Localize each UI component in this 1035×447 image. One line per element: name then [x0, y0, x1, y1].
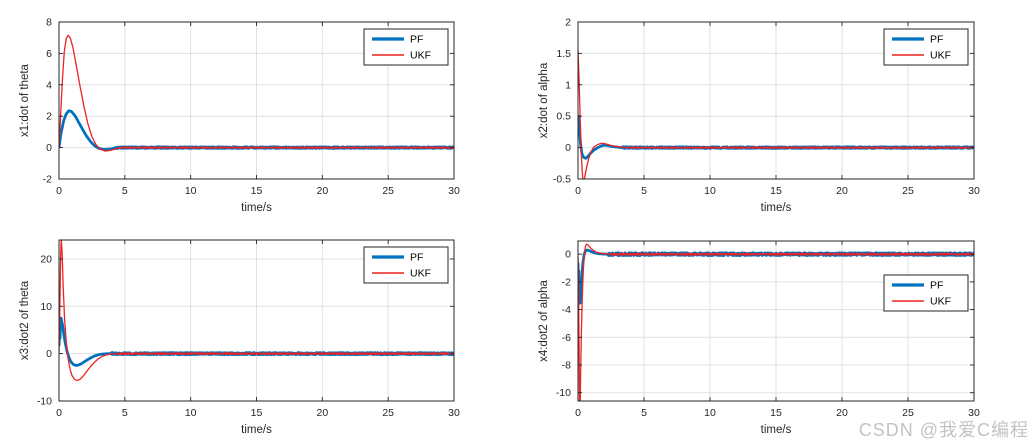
axis-box: [58, 239, 455, 402]
axis-box: [58, 21, 455, 180]
x-tick-label: 15: [251, 407, 263, 419]
x-axis-label: time/s: [761, 424, 792, 436]
y-tick-label: 0: [46, 348, 52, 360]
y-tick-label: 4: [46, 79, 52, 91]
x-axis-label: time/s: [241, 424, 272, 436]
y-tick-label: -10: [37, 396, 52, 408]
y-axis-label: x1:dot of theta: [19, 63, 31, 136]
legend-label: UKF: [930, 296, 951, 308]
x-tick-label: 5: [122, 185, 128, 197]
y-tick-label: 1.5: [556, 48, 571, 60]
axis-box: [577, 240, 975, 402]
y-tick-label: -2: [43, 174, 52, 186]
x-tick-label: 5: [122, 407, 128, 419]
x-tick-label: 30: [968, 407, 980, 419]
x-tick-label: 5: [641, 407, 647, 419]
legend: PF UKF: [883, 28, 969, 66]
x-tick-label: 25: [382, 407, 394, 419]
x-tick-label: 20: [836, 185, 848, 197]
ukf-line: [59, 34, 454, 152]
y-tick-label: 8: [46, 17, 52, 29]
chart-x4-dot2-of-alpha: 0 5 10 15 20 25 30 -10 -8 -6 -4 -2 0 time/s x4:dot2 of…: [517, 223, 1035, 447]
y-axis-label: x2:dot of alpha: [538, 62, 550, 138]
tick-labels: 0 5 10 15 20 25 30 -2 0 2 4 6 8: [43, 17, 460, 198]
y-tick-label: 0: [565, 142, 571, 154]
x-tick-label: 20: [316, 185, 328, 197]
tick-labels: 0 5 10 15 20 25 30 -10 0 10 20: [37, 253, 460, 419]
legend-label: PF: [410, 34, 423, 46]
legend: PF UKF: [363, 246, 449, 284]
x-tick-label: 15: [251, 185, 263, 197]
ukf-line: [578, 243, 974, 401]
chart-svg: 0 5 10 15 20 25 30 -10 -8 -6 -4 -2 0 time/s x4:dot2 of…: [538, 240, 980, 436]
x-tick-label: 25: [382, 185, 394, 197]
x-tick-label: 0: [56, 407, 62, 419]
y-tick-label: -0.5: [553, 174, 571, 186]
x-tick-label: 0: [575, 185, 581, 197]
y-tick-label: -4: [562, 304, 571, 316]
x-tick-label: 15: [770, 407, 782, 419]
legend-label: UKF: [410, 268, 431, 280]
x-tick-label: 20: [316, 407, 328, 419]
x-tick-label: 10: [704, 407, 716, 419]
y-tick-label: 6: [46, 48, 52, 60]
axis-box: [577, 21, 975, 180]
x-tick-label: 15: [770, 185, 782, 197]
legend: PF UKF: [883, 274, 969, 312]
y-tick-label: 2: [565, 17, 571, 29]
x-tick-label: 0: [575, 407, 581, 419]
x-tick-label: 25: [902, 185, 914, 197]
legend-label: UKF: [410, 50, 431, 62]
x-tick-label: 10: [704, 185, 716, 197]
x-tick-label: 30: [448, 407, 460, 419]
chart-x1-dot-of-theta: 0 5 10 15 20 25 30 -2 0 2 4 6 8 time/s x1:dot of theta…: [0, 0, 517, 223]
x-tick-label: 30: [968, 185, 980, 197]
y-tick-label: 1: [565, 79, 571, 91]
tick-labels: 0 5 10 15 20 25 30 -10 -8 -6 -4 -2 0: [556, 249, 980, 419]
chart-svg: 0 5 10 15 20 25 30 -0.5 0 0.5 1 1.5 2 time/s x2:dot of…: [538, 17, 980, 215]
y-axis-label: x3:dot2 of theta: [19, 280, 31, 360]
chart-x2-dot-of-alpha: 0 5 10 15 20 25 30 -0.5 0 0.5 1 1.5 2 time/s x2:dot of…: [517, 0, 1035, 223]
x-tick-label: 20: [836, 407, 848, 419]
y-tick-label: 0: [46, 142, 52, 154]
legend-label: PF: [930, 34, 943, 46]
chart-svg: 0 5 10 15 20 25 30 -2 0 2 4 6 8 time/s x1:dot of theta…: [19, 17, 460, 215]
legend: PF UKF: [363, 28, 449, 66]
legend-label: UKF: [930, 50, 951, 62]
x-tick-label: 10: [185, 185, 197, 197]
y-tick-label: 0: [565, 249, 571, 261]
y-tick-label: 2: [46, 111, 52, 123]
y-tick-label: -2: [562, 276, 571, 288]
legend-label: PF: [930, 280, 943, 292]
ukf-line: [578, 50, 974, 179]
y-axis-label: x4:dot2 of alpha: [538, 279, 550, 361]
x-axis-label: time/s: [241, 202, 272, 214]
chart-svg: 0 5 10 15 20 25 30 -10 0 10 20 time/s x3:dot2 of the…: [19, 239, 460, 436]
y-tick-label: 0.5: [556, 111, 571, 123]
y-tick-label: -6: [562, 332, 571, 344]
x-axis-label: time/s: [761, 202, 792, 214]
ukf-line: [59, 240, 454, 382]
y-tick-label: 20: [40, 253, 52, 265]
x-tick-label: 10: [185, 407, 197, 419]
x-tick-label: 5: [641, 185, 647, 197]
grid-lines: [578, 241, 974, 401]
legend-label: PF: [410, 252, 423, 264]
y-tick-label: 10: [40, 301, 52, 313]
x-tick-label: 30: [448, 185, 460, 197]
x-tick-label: 25: [902, 407, 914, 419]
x-tick-label: 0: [56, 185, 62, 197]
y-tick-label: -8: [562, 359, 571, 371]
chart-x3-dot2-of-theta: 0 5 10 15 20 25 30 -10 0 10 20 time/s x3:dot2 of the…: [0, 223, 517, 447]
y-tick-label: -10: [556, 387, 571, 399]
tick-labels: 0 5 10 15 20 25 30 -0.5 0 0.5 1 1.5 2: [553, 17, 980, 198]
